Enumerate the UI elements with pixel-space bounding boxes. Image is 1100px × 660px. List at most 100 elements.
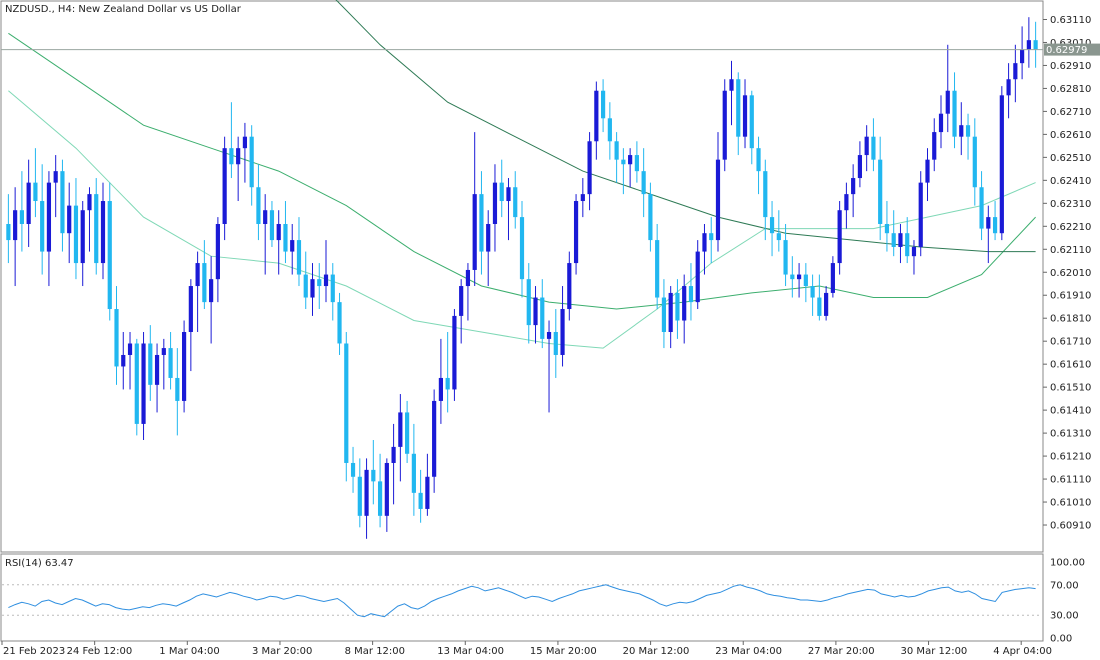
candle-body xyxy=(668,292,673,332)
candle-body xyxy=(26,182,31,224)
candle xyxy=(884,201,890,252)
candle-body xyxy=(830,263,835,293)
candle-body xyxy=(932,132,937,160)
candle xyxy=(269,201,275,247)
candle xyxy=(13,187,18,287)
candle xyxy=(864,125,869,172)
candle-body xyxy=(127,343,133,355)
price-tick-label: 0.62510 xyxy=(1050,153,1091,164)
candle xyxy=(384,458,389,532)
rsi-tick-label: 70.00 xyxy=(1050,580,1079,591)
candle-body xyxy=(215,224,220,280)
candle-body xyxy=(573,201,579,264)
candle xyxy=(330,263,335,321)
candle-body xyxy=(540,297,545,339)
price-tick-label: 0.62710 xyxy=(1050,107,1091,118)
candle xyxy=(1026,17,1031,68)
candle-body xyxy=(702,233,707,252)
candle-body xyxy=(256,187,261,224)
candle-body xyxy=(567,263,572,310)
candle-body xyxy=(587,141,592,195)
candle xyxy=(94,178,99,275)
candle-body xyxy=(465,269,471,287)
candle-body xyxy=(242,136,248,149)
candle-body xyxy=(911,246,917,257)
candle xyxy=(938,95,944,149)
candle-body xyxy=(107,201,112,310)
candle xyxy=(425,453,430,516)
time-tick-label: 15 Mar 20:00 xyxy=(530,646,597,657)
candle xyxy=(371,440,376,505)
rsi-series xyxy=(8,584,1036,618)
candle-body xyxy=(317,279,322,287)
moving-average-2 xyxy=(8,32,1036,310)
candle-body xyxy=(222,148,227,224)
candle-body xyxy=(276,224,281,241)
candle-body xyxy=(925,159,930,183)
candle xyxy=(432,389,437,493)
time-tick-label: 30 Mar 12:00 xyxy=(901,646,968,657)
candle xyxy=(1013,44,1018,103)
candle xyxy=(695,240,700,310)
candle-body xyxy=(134,343,139,424)
candle-body xyxy=(1033,40,1038,50)
candle-body xyxy=(53,171,58,183)
candle-body xyxy=(479,194,484,252)
rsi-axis: 100.00 70.00 30.00 0.00 xyxy=(1050,558,1085,645)
candle xyxy=(121,332,126,390)
candle-body xyxy=(148,343,153,385)
candle xyxy=(844,182,849,229)
candle xyxy=(60,159,65,252)
candle xyxy=(161,338,166,390)
candle-body xyxy=(357,476,362,516)
candle-body xyxy=(871,136,876,160)
candle xyxy=(729,60,734,126)
price-tick-label: 0.62810 xyxy=(1050,84,1091,95)
candle xyxy=(911,240,917,275)
candle xyxy=(709,217,714,264)
candle xyxy=(445,332,450,413)
candle xyxy=(67,182,72,264)
candle xyxy=(992,201,998,241)
candle-body xyxy=(891,233,896,247)
moving-average-1 xyxy=(8,90,1036,349)
candle-body xyxy=(1026,40,1031,50)
candle-body xyxy=(580,194,585,202)
candle xyxy=(46,171,52,287)
candle xyxy=(479,171,484,275)
candle xyxy=(364,458,369,539)
price-axis: 0.63110 0.63010 0.62910 0.62810 0.62710 0.626… xyxy=(1043,15,1091,532)
candle xyxy=(398,394,403,482)
candle xyxy=(945,44,950,133)
candle-body xyxy=(546,332,552,339)
price-tick-label: 0.60910 xyxy=(1050,521,1091,532)
rsi-tick-label: 100.00 xyxy=(1050,558,1085,569)
candle-body xyxy=(614,141,619,160)
chart-title: NZDUSD., H4: New Zealand Dollar vs US Do… xyxy=(5,4,242,15)
candle-body xyxy=(776,233,781,241)
candle xyxy=(634,141,639,183)
candle xyxy=(857,141,863,188)
candle-body xyxy=(181,332,187,401)
candle-body xyxy=(60,171,65,234)
price-tick-label: 0.63110 xyxy=(1050,15,1091,26)
rsi-tick-label: 30.00 xyxy=(1050,611,1079,622)
candle-body xyxy=(803,274,808,287)
candle xyxy=(905,217,910,264)
candle-body xyxy=(40,201,45,252)
candle-body xyxy=(796,274,802,280)
price-tick-label: 0.63010 xyxy=(1050,38,1091,49)
candle xyxy=(790,256,795,298)
candle xyxy=(168,332,173,390)
candle-body xyxy=(13,210,18,241)
candle-body xyxy=(607,118,612,142)
price-tick-label: 0.61510 xyxy=(1050,383,1091,394)
price-tick-label: 0.61010 xyxy=(1050,498,1091,509)
candle-body xyxy=(898,233,903,247)
price-tick-label: 0.61810 xyxy=(1050,314,1091,325)
candle-body xyxy=(959,125,964,137)
time-tick-label: 24 Feb 12:00 xyxy=(67,646,133,657)
candle-body xyxy=(1013,63,1018,80)
candle-body xyxy=(884,224,890,234)
